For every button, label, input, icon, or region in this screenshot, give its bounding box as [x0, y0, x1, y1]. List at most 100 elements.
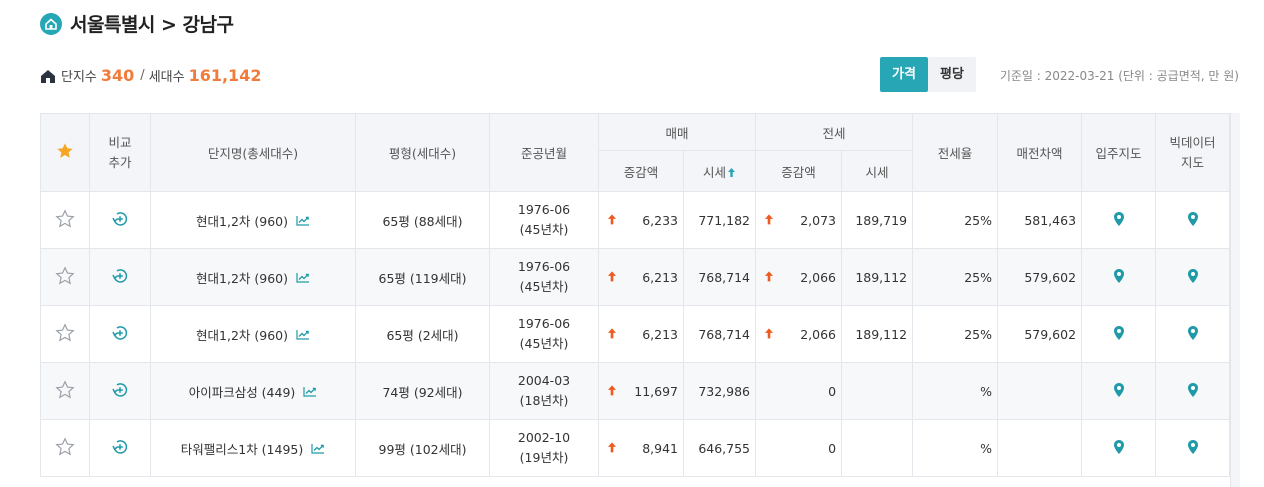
compare-add-icon[interactable] [111, 438, 129, 456]
map-pin-icon[interactable] [1187, 439, 1199, 455]
bigdata-map-cell[interactable] [1155, 419, 1231, 477]
favorite-cell[interactable] [40, 362, 90, 420]
complex-name[interactable]: 현대1,2차 (960) [196, 327, 288, 343]
built-header[interactable]: 준공년월 [489, 113, 599, 192]
trend-chart-icon[interactable] [303, 386, 317, 397]
compare-add-icon[interactable] [111, 267, 129, 285]
jeonse-change-cell: 2,066 [755, 305, 843, 363]
arrow-up-icon [608, 271, 616, 282]
compare-cell[interactable] [89, 248, 151, 306]
favorite-cell[interactable] [40, 248, 90, 306]
complex-name-cell[interactable]: 타워팰리스1차 (1495) [150, 419, 356, 477]
favorite-cell[interactable] [40, 419, 90, 477]
star-outline-icon[interactable] [55, 265, 75, 286]
size-cell: 65평 (2세대) [355, 305, 490, 363]
complex-name-cell[interactable]: 현대1,2차 (960) [150, 248, 356, 306]
star-outline-icon[interactable] [55, 379, 75, 400]
built-cell: 1976-06 (45년차) [489, 248, 599, 306]
bigdata-map-cell[interactable] [1155, 191, 1231, 249]
map-pin-icon[interactable] [1113, 325, 1125, 341]
move-map-cell[interactable] [1081, 191, 1157, 249]
bigdata-map-cell[interactable] [1155, 362, 1231, 420]
trend-chart-icon[interactable] [296, 215, 310, 226]
compare-add-icon[interactable] [111, 381, 129, 399]
jeonse-change-cell: 0 [755, 362, 843, 420]
complex-name-cell[interactable]: 아이파크삼성 (449) [150, 362, 356, 420]
map-pin-icon[interactable] [1113, 268, 1125, 284]
sale-group-header: 매매 [597, 113, 757, 151]
size-cell: 99평 (102세대) [355, 419, 490, 477]
complex-name-cell[interactable]: 현대1,2차 (960) [150, 305, 356, 363]
sale-change-cell: 11,697 [598, 362, 684, 420]
complex-count-label: 단지수 [61, 70, 97, 85]
star-outline-icon[interactable] [55, 322, 75, 343]
trend-chart-icon[interactable] [296, 329, 310, 340]
bigdata-map-cell[interactable] [1155, 248, 1231, 306]
favorite-cell[interactable] [40, 305, 90, 363]
move-map-cell[interactable] [1081, 419, 1157, 477]
favorite-header[interactable] [40, 113, 90, 192]
favorite-cell[interactable] [40, 191, 90, 249]
map-pin-icon[interactable] [1187, 382, 1199, 398]
built-cell: 1976-06 (45년차) [489, 305, 599, 363]
household-count-label: 세대수 [148, 70, 185, 85]
compare-cell[interactable] [89, 191, 151, 249]
map-pin-icon[interactable] [1187, 325, 1199, 341]
ratio-header[interactable]: 전세율 [912, 113, 999, 192]
compare-cell[interactable] [89, 419, 151, 477]
jeonse-price-cell: 189,719 [841, 191, 914, 249]
building-icon [41, 69, 55, 83]
gap-header[interactable]: 매전차액 [997, 113, 1083, 192]
arrow-up-icon [608, 328, 616, 339]
compare-header: 비교 추가 [89, 113, 151, 192]
map-pin-icon[interactable] [1187, 268, 1199, 284]
complex-name-cell[interactable]: 현대1,2차 (960) [150, 191, 356, 249]
pyeong-button[interactable]: 평당 [928, 57, 976, 92]
compare-cell[interactable] [89, 362, 151, 420]
sale-price-header[interactable]: 시세 [682, 150, 757, 192]
page-title: 서울특별시 > 강남구 [70, 14, 234, 36]
sale-price-cell: 646,755 [682, 419, 757, 477]
home-icon [40, 12, 62, 35]
size-cell: 65평 (88세대) [355, 191, 490, 249]
page-title-area: 서울특별시 > 강남구 [40, 10, 234, 37]
compare-cell[interactable] [89, 305, 151, 363]
size-cell: 65평 (119세대) [355, 248, 490, 306]
trend-chart-icon[interactable] [311, 443, 325, 454]
jeonse-price-cell: 189,112 [841, 248, 914, 306]
move-map-cell[interactable] [1081, 248, 1157, 306]
table-row[interactable]: 현대1,2차 (960) 65평 (88세대) 1976-06 (45년차) 6,… [40, 191, 1232, 249]
map-pin-icon[interactable] [1187, 211, 1199, 227]
map-pin-icon[interactable] [1113, 382, 1125, 398]
compare-add-icon[interactable] [111, 324, 129, 342]
sale-change-header[interactable]: 증감액 [598, 150, 684, 192]
jeonse-change-header[interactable]: 증감액 [755, 150, 843, 192]
summary-separator: / [140, 68, 145, 83]
move-map-cell[interactable] [1081, 362, 1157, 420]
size-header[interactable]: 평형(세대수) [355, 113, 490, 192]
table-row[interactable]: 현대1,2차 (960) 65평 (119세대) 1976-06 (45년차) 6… [40, 248, 1232, 306]
built-cell: 2002-10 (19년차) [489, 419, 599, 477]
table-row[interactable]: 타워팰리스1차 (1495) 99평 (102세대) 2002-10 (19년차)… [40, 419, 1232, 477]
table-row[interactable]: 현대1,2차 (960) 65평 (2세대) 1976-06 (45년차) 6,2… [40, 305, 1232, 363]
arrow-up-icon [608, 442, 616, 453]
complex-name[interactable]: 현대1,2차 (960) [196, 270, 288, 286]
complex-name[interactable]: 타워팰리스1차 (1495) [180, 441, 304, 457]
jeonse-price-header[interactable]: 시세 [841, 150, 914, 192]
jeonse-price-cell [841, 362, 914, 420]
sale-change-cell: 8,941 [598, 419, 684, 477]
bigdata-map-cell[interactable] [1155, 305, 1231, 363]
name-header[interactable]: 단지명(총세대수) [150, 113, 356, 192]
move-map-cell[interactable] [1081, 305, 1157, 363]
complex-name[interactable]: 현대1,2차 (960) [196, 213, 288, 229]
compare-add-icon[interactable] [111, 210, 129, 228]
star-outline-icon[interactable] [55, 208, 75, 229]
table-row[interactable]: 아이파크삼성 (449) 74평 (92세대) 2004-03 (18년차) 11… [40, 362, 1232, 420]
star-outline-icon[interactable] [55, 436, 75, 457]
complex-name[interactable]: 아이파크삼성 (449) [188, 384, 296, 400]
trend-chart-icon[interactable] [296, 272, 310, 283]
map-pin-icon[interactable] [1113, 211, 1125, 227]
map-pin-icon[interactable] [1113, 439, 1125, 455]
jeonse-change-cell: 0 [755, 419, 843, 477]
price-button[interactable]: 가격 [880, 57, 928, 92]
